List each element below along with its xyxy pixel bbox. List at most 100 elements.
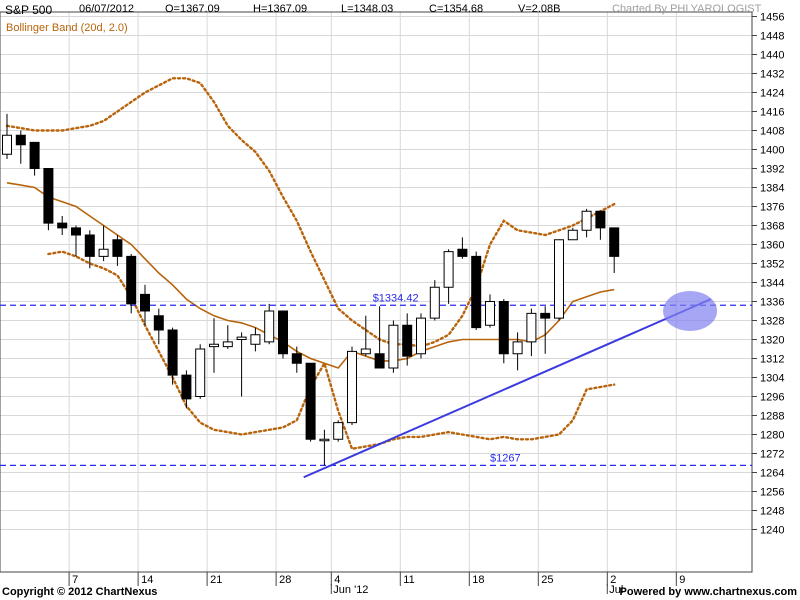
y-tick-label: 1288	[760, 411, 784, 423]
candle-body	[526, 312, 537, 343]
candle-body	[374, 353, 385, 369]
x-tick-label: 7	[72, 574, 78, 586]
candle-body	[360, 348, 371, 355]
candle-body	[84, 234, 95, 257]
candlesticks	[2, 113, 620, 466]
x-tick-label: 11	[403, 574, 414, 586]
candle-body	[429, 286, 440, 319]
candle-body	[57, 222, 68, 229]
candle-body	[416, 317, 426, 355]
candle-body	[402, 324, 413, 357]
x-tick-label: 18	[472, 574, 484, 586]
y-tick-label: 1320	[760, 335, 784, 347]
y-tick-label: 1304	[760, 373, 784, 385]
bollinger-middle-line	[6, 182, 615, 369]
candle-body	[498, 301, 509, 355]
x-tick-label: 21	[210, 574, 222, 586]
y-tick-label: 1456	[760, 12, 784, 24]
candle-body	[222, 341, 233, 348]
low-label: L=1348.03	[341, 3, 394, 15]
plot-frame	[0, 11, 753, 573]
support-label: $1267	[490, 452, 521, 464]
candle-body	[153, 315, 164, 331]
y-tick-label: 1240	[760, 525, 784, 537]
x-tick-label: 9	[679, 574, 685, 586]
y-tick-label: 1312	[760, 354, 784, 366]
support-lines: $1334.42 $1267	[0, 292, 752, 466]
candle-body	[512, 341, 523, 355]
candle-body	[112, 239, 123, 257]
candle-body	[388, 324, 399, 369]
y-tick-label: 1296	[760, 392, 784, 404]
x-tick-label: 25	[541, 574, 553, 586]
candle-body	[2, 134, 12, 155]
y-tick-label: 1360	[760, 240, 784, 252]
date-label: 06/07/2012	[79, 3, 135, 15]
candle-body	[264, 310, 275, 343]
powered-by-link[interactable]: Powered by www.chartnexus.com	[619, 586, 797, 598]
candle-body	[15, 134, 26, 146]
y-tick-label: 1400	[760, 145, 784, 157]
candle-body	[140, 293, 150, 312]
candle-body	[43, 168, 54, 224]
x-tick-label: 4	[334, 574, 340, 586]
bollinger-upper-line	[5, 77, 616, 348]
close-label: C=1354.68	[429, 3, 484, 15]
candle-body	[29, 141, 40, 169]
y-tick-label: 1432	[760, 69, 784, 81]
y-tick-label: 1408	[760, 126, 784, 138]
y-tick-label: 1368	[760, 221, 784, 233]
month-label: Jul	[609, 584, 623, 596]
y-tick-label: 1384	[760, 183, 784, 195]
y-tick-label: 1336	[760, 297, 784, 309]
trendline	[303, 298, 712, 479]
candle-body	[567, 229, 578, 241]
x-tick-label: 28	[279, 574, 291, 586]
x-tick-label: 2	[610, 574, 616, 586]
bollinger-band	[5, 77, 616, 451]
candle-body	[278, 310, 288, 355]
candle-body	[540, 312, 551, 319]
candle-body	[457, 248, 468, 257]
volume-label: V=2.08B	[518, 3, 561, 15]
y-tick-label: 1416	[760, 107, 784, 119]
open-label: O=1367.09	[165, 3, 220, 15]
y-tick-label: 1248	[760, 506, 784, 518]
y-tick-label: 1352	[760, 259, 784, 271]
y-tick-label: 1376	[760, 202, 784, 214]
candle-body	[471, 255, 482, 329]
candle-body	[167, 329, 178, 376]
copyright-text: Copyright © 2012 ChartNexus	[2, 586, 158, 598]
candle-body	[443, 251, 454, 288]
charted-by-label: Charted By PHLYAROLOGIST	[612, 3, 762, 15]
candle-body	[333, 422, 344, 440]
candle-body	[98, 248, 109, 257]
high-label: H=1367.09	[253, 3, 308, 15]
candle-body	[209, 343, 219, 348]
y-tick-label: 1264	[760, 468, 784, 480]
indicator-label: Bollinger Band (20d, 2.0)	[6, 22, 128, 34]
candle-body	[181, 374, 192, 400]
trendline-group	[303, 291, 718, 479]
highlight-marker	[663, 291, 718, 331]
candle-body	[291, 353, 302, 364]
candle-body	[609, 227, 620, 257]
month-label: Jun '12	[333, 584, 368, 596]
y-tick-label: 1280	[760, 430, 784, 442]
candle-body	[581, 210, 592, 231]
candle-body	[250, 334, 261, 345]
candle-body	[195, 348, 206, 397]
candle-body	[595, 210, 606, 229]
y-tick-label: 1392	[760, 164, 784, 176]
support-label: $1334.42	[373, 292, 419, 304]
y-tick-label: 1424	[760, 88, 784, 100]
candle-body	[347, 350, 357, 424]
y-tick-label: 1448	[760, 31, 784, 43]
y-tick-label: 1328	[760, 316, 784, 328]
candle-body	[236, 336, 247, 340]
candle-body	[71, 227, 81, 236]
grid	[0, 12, 752, 572]
candle-body	[126, 255, 137, 305]
